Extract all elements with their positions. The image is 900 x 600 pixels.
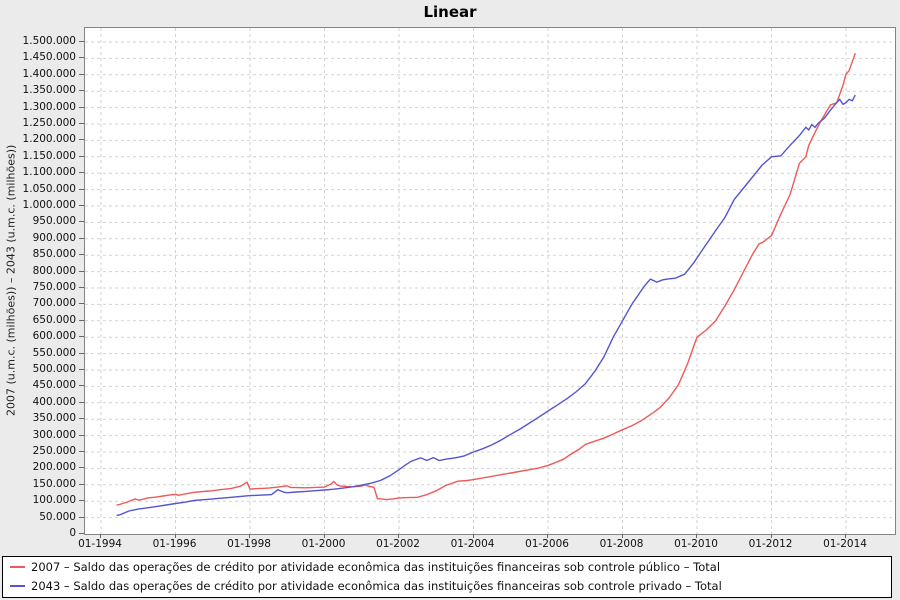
y-tick-label: 750.000	[32, 281, 76, 293]
y-tick-mark	[79, 434, 84, 436]
x-tick-mark	[472, 534, 474, 538]
y-tick-mark	[79, 336, 84, 338]
x-tick-label: 01-1998	[227, 538, 271, 550]
legend-line-sample-2007	[10, 565, 25, 568]
legend-item-2007: 2007 – Saldo das operações de crédito po…	[3, 557, 891, 576]
y-tick-mark	[79, 385, 84, 387]
x-tick-mark	[398, 534, 399, 538]
x-tick-label: 01-2012	[748, 538, 793, 550]
y-tick-mark	[79, 352, 84, 354]
plot-canvas	[85, 28, 895, 534]
y-tick-mark	[79, 172, 84, 174]
y-tick-label: 100.000	[32, 494, 76, 507]
x-tick-mark	[696, 534, 697, 538]
y-tick-mark	[79, 221, 84, 223]
x-tick-mark	[547, 534, 548, 538]
chart-title: Linear	[423, 3, 477, 21]
y-tick-label: 1.350.000	[22, 84, 76, 97]
y-tick-mark	[79, 123, 84, 124]
legend-label-2007: 2007 – Saldo das operações de crédito po…	[31, 559, 721, 574]
y-tick-label: 650.000	[32, 313, 76, 326]
y-tick-label: 600.000	[32, 330, 76, 343]
y-tick-label: 1.200.000	[22, 133, 76, 146]
y-tick-label: 950.000	[32, 215, 76, 228]
plot-area	[84, 27, 896, 535]
y-tick-label: 0	[69, 527, 76, 539]
legend: 2007 – Saldo das operações de crédito po…	[2, 556, 892, 598]
y-tick-label: 1.250.000	[22, 117, 76, 129]
y-tick-mark	[79, 73, 84, 75]
y-tick-label: 50.000	[39, 510, 76, 523]
y-tick-label: 700.000	[32, 297, 76, 310]
y-tick-mark	[79, 287, 84, 288]
x-tick-label: 01-2008	[599, 538, 644, 550]
y-tick-mark	[79, 401, 84, 403]
legend-item-2043: 2043 – Saldo das operações de crédito po…	[3, 576, 891, 595]
y-tick-mark	[79, 57, 84, 59]
series-2007-line	[116, 52, 856, 506]
y-tick-mark	[79, 41, 84, 42]
y-tick-mark	[79, 254, 84, 256]
y-tick-mark	[79, 500, 84, 502]
y-tick-mark	[79, 155, 84, 157]
y-tick-mark	[79, 90, 84, 92]
y-tick-label: 400.000	[32, 395, 76, 408]
legend-line-sample-2043	[10, 584, 25, 587]
x-tick-label: 01-2000	[301, 538, 346, 550]
y-tick-label: 1.500.000	[22, 35, 76, 47]
y-tick-label: 850.000	[32, 248, 76, 261]
y-tick-label: 550.000	[32, 346, 76, 359]
y-tick-mark	[79, 483, 84, 485]
y-tick-label: 1.150.000	[22, 149, 76, 162]
y-tick-mark	[79, 467, 84, 469]
x-tick-label: 01-2004	[450, 538, 495, 550]
y-tick-label: 350.000	[32, 412, 76, 425]
y-tick-label: 300.000	[32, 428, 76, 441]
y-tick-label: 1.400.000	[22, 67, 76, 80]
x-tick-label: 01-2002	[376, 538, 420, 550]
x-tick-mark	[100, 534, 101, 538]
x-tick-mark	[770, 534, 772, 538]
x-tick-label: 01-2010	[674, 538, 718, 550]
y-tick-label: 1.100.000	[22, 166, 76, 179]
y-tick-mark	[79, 205, 84, 206]
x-tick-mark	[845, 534, 846, 538]
y-tick-label: 200.000	[32, 461, 76, 474]
x-tick-label: 01-1996	[152, 538, 197, 550]
y-tick-mark	[79, 303, 84, 305]
y-tick-mark	[79, 237, 84, 239]
y-tick-mark	[79, 139, 84, 141]
x-tick-mark	[249, 534, 250, 538]
y-tick-label: 1.450.000	[22, 51, 76, 64]
y-tick-mark	[79, 533, 84, 534]
y-tick-mark	[79, 369, 84, 370]
y-tick-label: 800.000	[32, 264, 76, 277]
y-tick-mark	[79, 516, 84, 518]
legend-label-2043: 2043 – Saldo das operações de crédito po…	[31, 578, 722, 593]
y-tick-mark	[79, 319, 84, 321]
x-tick-mark	[323, 534, 325, 538]
x-tick-mark	[621, 534, 623, 538]
y-tick-label: 150.000	[32, 477, 76, 490]
y-tick-label: 1.300.000	[22, 100, 76, 113]
y-tick-mark	[79, 188, 84, 190]
y-tick-mark	[79, 106, 84, 108]
y-tick-label: 250.000	[32, 445, 76, 457]
y-tick-label: 900.000	[32, 231, 76, 244]
y-tick-label: 1.000.000	[22, 199, 76, 211]
y-tick-mark	[79, 270, 84, 272]
x-tick-mark	[174, 534, 176, 538]
x-tick-label: 01-2006	[525, 538, 569, 550]
y-tick-mark	[79, 418, 84, 420]
y-tick-label: 1.050.000	[22, 182, 76, 195]
y-tick-label: 450.000	[32, 379, 76, 392]
x-tick-label: 01-2014	[823, 538, 867, 550]
y-tick-mark	[79, 451, 84, 452]
x-tick-label: 01-1994	[78, 538, 122, 550]
y-tick-label: 500.000	[32, 363, 76, 375]
series-2043-line	[116, 94, 856, 516]
